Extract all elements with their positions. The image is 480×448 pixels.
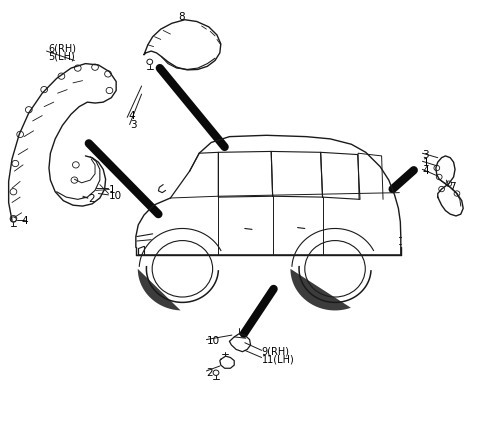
Text: 5(LH): 5(LH): [48, 52, 75, 61]
Text: 4: 4: [422, 166, 429, 176]
Text: 9(RH): 9(RH): [262, 347, 289, 357]
Text: 1: 1: [108, 185, 115, 194]
Text: 3: 3: [422, 150, 429, 159]
Text: 6(RH): 6(RH): [48, 43, 76, 53]
Text: 10: 10: [206, 336, 219, 346]
Text: 4: 4: [22, 216, 28, 226]
Text: 1: 1: [422, 158, 429, 168]
Polygon shape: [138, 269, 180, 310]
Text: 2: 2: [88, 194, 95, 204]
Polygon shape: [290, 269, 351, 310]
Text: 10: 10: [108, 191, 121, 201]
Text: 4: 4: [129, 112, 135, 121]
Text: 3: 3: [131, 121, 137, 130]
Text: 2: 2: [206, 368, 213, 378]
Text: 8: 8: [178, 12, 185, 22]
Text: 11(LH): 11(LH): [262, 354, 294, 364]
Text: 7: 7: [449, 182, 456, 192]
